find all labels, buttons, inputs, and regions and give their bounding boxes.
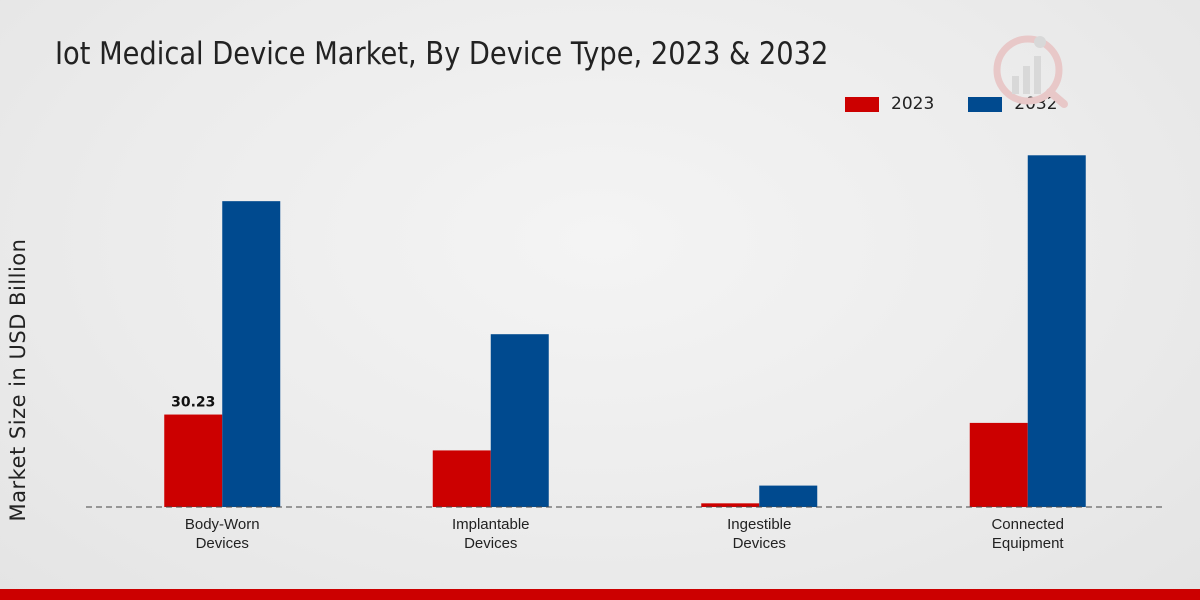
x-tick-label-1-0: Implantable xyxy=(452,516,530,533)
x-tick-label-3-0: Connected xyxy=(991,516,1064,533)
x-tick-label-0-1: Devices xyxy=(196,535,249,552)
x-tick-label-1-1: Devices xyxy=(464,535,517,552)
chart-title: Iot Medical Device Market, By Device Typ… xyxy=(55,36,829,72)
watermark-logo-icon xyxy=(993,35,1068,108)
bar-2032-1[interactable] xyxy=(490,334,549,507)
bar-2032-2[interactable] xyxy=(759,485,818,507)
x-tick-label-0-0: Body-Worn xyxy=(185,516,260,533)
data-label-0-0: 30.23 xyxy=(171,395,215,411)
x-tick-label-2-1: Devices xyxy=(733,535,786,552)
legend-item-2023[interactable]: 2023 xyxy=(845,94,934,114)
bar-2023-3[interactable] xyxy=(969,422,1028,507)
legend-swatch-2023 xyxy=(845,96,879,112)
legend-swatch-2032 xyxy=(968,96,1003,112)
footer-bar xyxy=(0,589,1200,600)
bar-2032-0[interactable] xyxy=(222,201,281,507)
bar-2023-0[interactable] xyxy=(164,414,223,507)
bar-2023-1[interactable] xyxy=(432,450,491,507)
x-tick-label-3-1: Equipment xyxy=(992,535,1065,552)
x-tick-label-2-0: Ingestible xyxy=(727,516,791,533)
legend-label-2023: 2023 xyxy=(891,94,935,114)
bar-2023-2[interactable] xyxy=(701,503,760,507)
bar-2032-3[interactable] xyxy=(1027,155,1086,507)
